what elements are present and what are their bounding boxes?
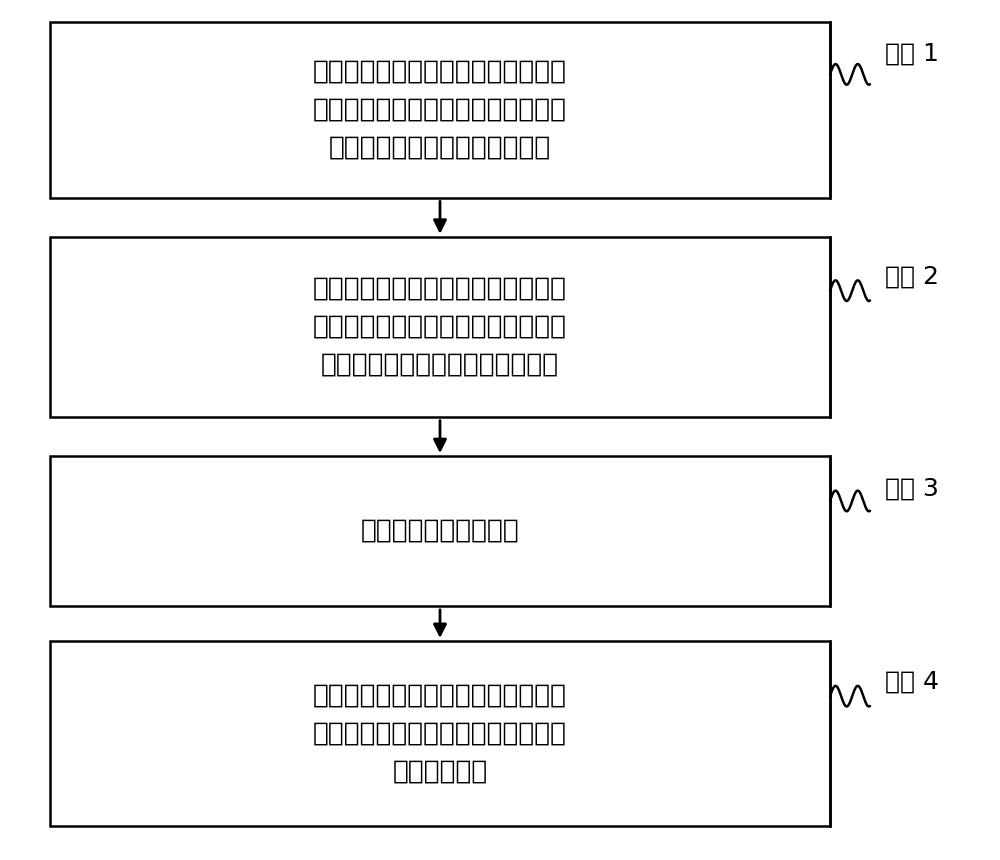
Text: 步骤 3: 步骤 3 <box>885 477 939 501</box>
FancyBboxPatch shape <box>50 456 830 606</box>
Text: 基于天然气的硫同位素和含蒸发岩地
层的岩样的硫同位素，确定天然气形
成的地质时代: 基于天然气的硫同位素和含蒸发岩地 层的岩样的硫同位素，确定天然气形 成的地质时代 <box>313 682 567 784</box>
FancyBboxPatch shape <box>50 641 830 826</box>
FancyBboxPatch shape <box>50 22 830 198</box>
Text: 步骤 4: 步骤 4 <box>885 669 939 693</box>
Text: 步骤 2: 步骤 2 <box>885 264 939 288</box>
Text: 步骤 1: 步骤 1 <box>885 41 939 65</box>
Text: 获取天然气的硫同位素: 获取天然气的硫同位素 <box>361 518 519 544</box>
FancyBboxPatch shape <box>50 237 830 417</box>
Text: 基于碳同位素、氧同位素、国际地质
碳同位素曲线和国际地质氧同位素曲
线，确定含蒸发岩地层的地质时代: 基于碳同位素、氧同位素、国际地质 碳同位素曲线和国际地质氧同位素曲 线，确定含蒸… <box>313 276 567 378</box>
Text: 获取含蒸发岩地层的岩样的硫同位素
及与含蒸发岩地层的岩样相邻的碳酸
盐岩岩样的碳同位素和氧同位素: 获取含蒸发岩地层的岩样的硫同位素 及与含蒸发岩地层的岩样相邻的碳酸 盐岩岩样的碳… <box>313 58 567 161</box>
